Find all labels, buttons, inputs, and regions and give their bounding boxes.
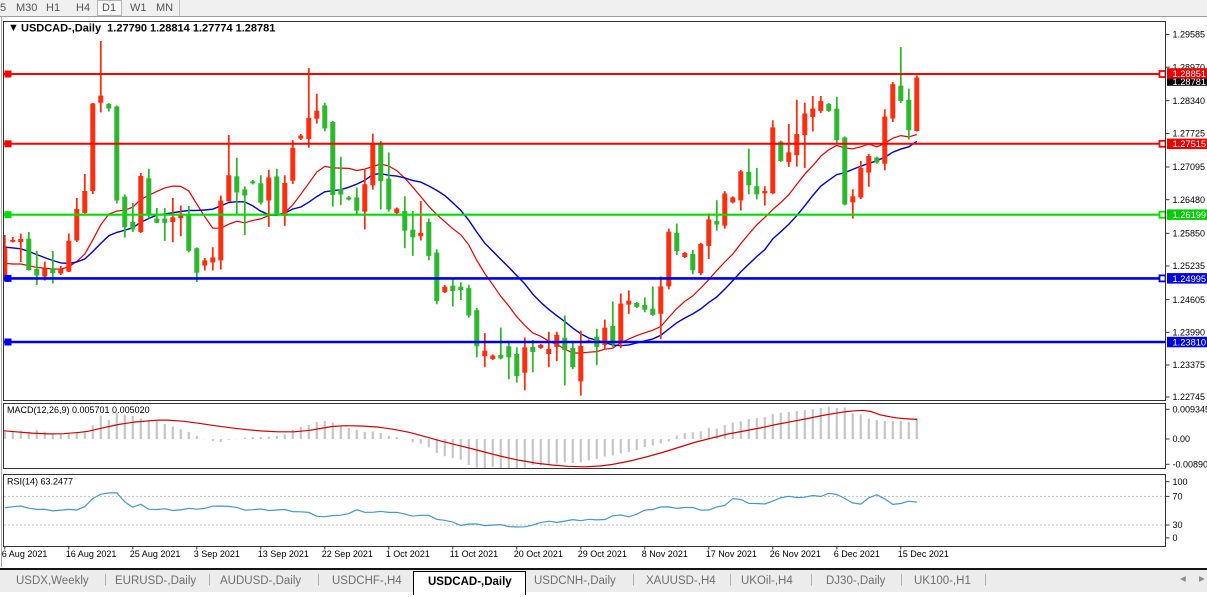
svg-text:20 Oct 2021: 20 Oct 2021 [514,549,563,559]
svg-text:1.23810: 1.23810 [1173,337,1207,347]
svg-text:1.29585: 1.29585 [1173,30,1206,40]
svg-text:0: 0 [1173,533,1178,543]
svg-text:USDCAD-,Daily 1.27790 1.28814: USDCAD-,Daily 1.27790 1.28814 1.27774 1.… [21,23,275,35]
svg-text:15 Dec 2021: 15 Dec 2021 [898,549,949,559]
svg-text:16 Aug 2021: 16 Aug 2021 [66,549,117,559]
svg-text:1.22745: 1.22745 [1173,392,1206,402]
svg-text:1.27515: 1.27515 [1173,139,1207,149]
svg-text:8 Nov 2021: 8 Nov 2021 [642,549,688,559]
svg-text:1.25235: 1.25235 [1173,261,1206,271]
svg-text:RSI(14) 63.2477: RSI(14) 63.2477 [7,477,73,487]
svg-text:1.25850: 1.25850 [1173,229,1206,239]
svg-text:1.27725: 1.27725 [1173,129,1206,139]
svg-text:6 Aug 2021: 6 Aug 2021 [2,549,48,559]
svg-text:1.27095: 1.27095 [1173,162,1206,172]
svg-text:26 Nov 2021: 26 Nov 2021 [770,549,821,559]
svg-text:22 Sep 2021: 22 Sep 2021 [322,549,373,559]
svg-text:30: 30 [1173,520,1183,530]
svg-text:6 Dec 2021: 6 Dec 2021 [834,549,880,559]
svg-text:13 Sep 2021: 13 Sep 2021 [258,549,309,559]
svg-text:1.23990: 1.23990 [1173,328,1206,338]
svg-text:3 Sep 2021: 3 Sep 2021 [194,549,240,559]
svg-text:25 Aug 2021: 25 Aug 2021 [130,549,181,559]
svg-text:1.24995: 1.24995 [1173,274,1207,284]
svg-text:MACD(12,26,9) 0.005701 0.00502: MACD(12,26,9) 0.005701 0.005020 [7,405,150,415]
svg-text:70: 70 [1173,492,1183,502]
svg-text:0.00: 0.00 [1173,434,1191,444]
svg-text:1.23375: 1.23375 [1173,360,1206,370]
svg-text:▼: ▼ [8,22,19,34]
svg-text:100: 100 [1173,477,1188,487]
svg-text:17 Nov 2021: 17 Nov 2021 [706,549,757,559]
svg-text:29 Oct 2021: 29 Oct 2021 [578,549,627,559]
svg-text:1.24605: 1.24605 [1173,295,1206,305]
svg-text:1.26480: 1.26480 [1173,195,1206,205]
svg-text:1.28851: 1.28851 [1173,69,1207,79]
svg-text:11 Oct 2021: 11 Oct 2021 [450,549,498,559]
svg-text:0.009345: 0.009345 [1173,405,1207,415]
svg-text:1 Oct 2021: 1 Oct 2021 [386,549,430,559]
svg-text:1.28340: 1.28340 [1173,96,1206,106]
svg-text:1.26199: 1.26199 [1173,210,1207,220]
